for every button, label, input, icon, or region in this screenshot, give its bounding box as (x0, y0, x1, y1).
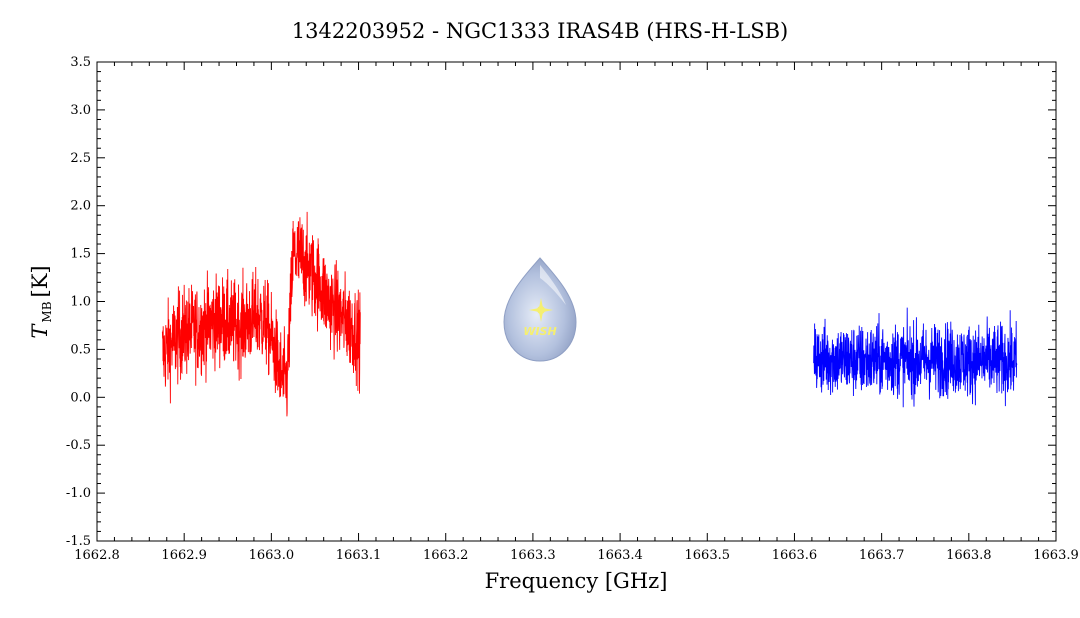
plot-frame (96, 61, 1057, 542)
x-tick-label: 1663.8 (946, 548, 992, 563)
series-line-1 (161, 211, 361, 417)
y-axis-symbol: T (28, 323, 52, 339)
x-tick-label: 1663.7 (859, 548, 905, 563)
x-tick-label: 1663.2 (423, 548, 469, 563)
wish-logo: WISH (503, 257, 577, 362)
y-tick-label: 2.5 (70, 151, 91, 166)
y-tick-label: 0.5 (70, 342, 91, 357)
x-tick-label: 1663.4 (597, 548, 643, 563)
x-tick-label: 1663.0 (249, 548, 295, 563)
y-tick-label: 1.5 (70, 247, 91, 262)
x-tick-label: 1663.5 (685, 548, 731, 563)
y-tick-label: 0.0 (70, 390, 91, 405)
logo-text: WISH (523, 325, 556, 338)
x-tick-label: 1663.1 (336, 548, 382, 563)
x-tick-label: 1663.3 (510, 548, 556, 563)
y-tick-label: -1.0 (66, 486, 91, 501)
x-axis-label: Frequency [GHz] (485, 569, 668, 593)
x-tick-label: 1662.9 (161, 548, 207, 563)
series-line-2 (813, 307, 1018, 408)
axes-layer: 1662.8 1662.9 1663.0 1663.1 1663.2 1663.3 1663… (66, 55, 1079, 563)
y-tick-label: 1.0 (70, 295, 91, 310)
x-tick-label: 1662.8 (74, 548, 120, 563)
y-tick-label: 3.0 (70, 103, 91, 118)
chart-title: 1342203952 - NGC1333 IRAS4B (HRS-H-LSB) (292, 19, 788, 43)
x-tick-label: 1663.6 (772, 548, 818, 563)
y-tick-label: 2.0 (70, 199, 91, 214)
y-tick-label: -1.5 (66, 534, 91, 549)
y-axis-label: TMB [K] (28, 265, 54, 338)
y-axis-unit: [K] (28, 265, 52, 297)
y-tick-label: -0.5 (66, 438, 91, 453)
y-axis-subscript: MB (40, 301, 54, 322)
series-layer (161, 211, 1018, 417)
x-tick-label: 1663.9 (1033, 548, 1079, 563)
y-tick-label: 3.5 (70, 55, 91, 70)
star-icon (529, 298, 553, 322)
